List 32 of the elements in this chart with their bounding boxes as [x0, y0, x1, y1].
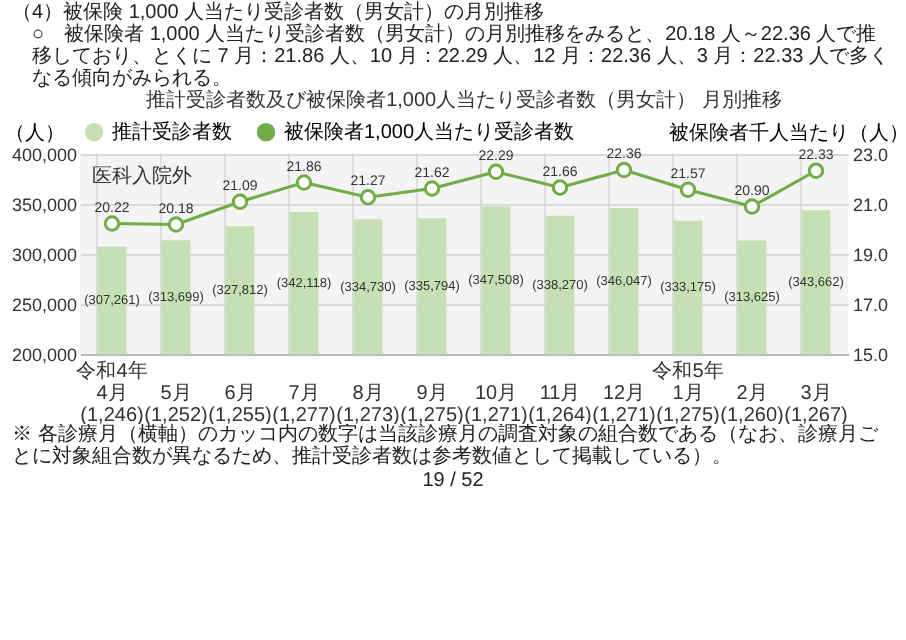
text: ○ 被保険者 1,000 人当たり受診者数（男女計）の月別推移をみると、20.18 人～22.36 人で推移しており、とくに 7 月：21.86 人、10 月：22.29 人、12 月：22.36 人、3 月：22.33 人で多くなる傾向がみられる。 — [30, 24, 891, 90]
point — [615, 161, 633, 179]
point — [231, 193, 249, 210]
point — [743, 198, 761, 215]
point — [807, 162, 825, 179]
y-tick-label: 350,000 — [11, 195, 77, 215]
y2-tick-label: 17.0 — [853, 295, 889, 315]
y-tick-label: 300,000 — [11, 245, 77, 265]
chart-title: 推計受診者数及び被保険者1,000人当たり受診者数（男女計） 月別推移 — [146, 88, 782, 112]
point — [167, 216, 185, 233]
point — [679, 181, 697, 198]
text: ※ 各診療月（横軸）のカッコ内の数字は当該診療月の調査対象の組合数である（なお、診療月ごとに対象組合数が異なるため、推計受診者数は参考数値として掲載している）。 — [10, 424, 880, 468]
text: （4）被保険 1,000 人当たり受診者数（男女計）の月別推移 — [12, 2, 547, 24]
y2-tick-label: 21.0 — [853, 195, 889, 215]
legend-label: 推計受診者数 — [112, 120, 232, 145]
y-tick-label: 400,000 — [11, 145, 77, 165]
point — [295, 174, 313, 191]
y2-axis-title: 被保険者千人当たり（人） — [669, 121, 906, 145]
point — [103, 215, 121, 232]
y2-tick-label: 15.0 — [853, 345, 889, 365]
point — [487, 163, 505, 180]
y-axis-title: （人） — [5, 123, 65, 145]
point — [551, 179, 569, 196]
y2-tick-label: 19.0 — [853, 245, 889, 265]
point — [423, 180, 441, 197]
text: 19 / 52 — [420, 470, 486, 492]
y2-tick-label: 23.0 — [853, 145, 889, 165]
legend-label: 被保険者1,000人当たり受診者数 — [284, 120, 575, 145]
y-tick-label: 200,000 — [11, 345, 77, 365]
annotation: 医科入院外 — [92, 164, 192, 188]
point — [359, 189, 377, 206]
y-tick-label: 250,000 — [11, 295, 77, 315]
